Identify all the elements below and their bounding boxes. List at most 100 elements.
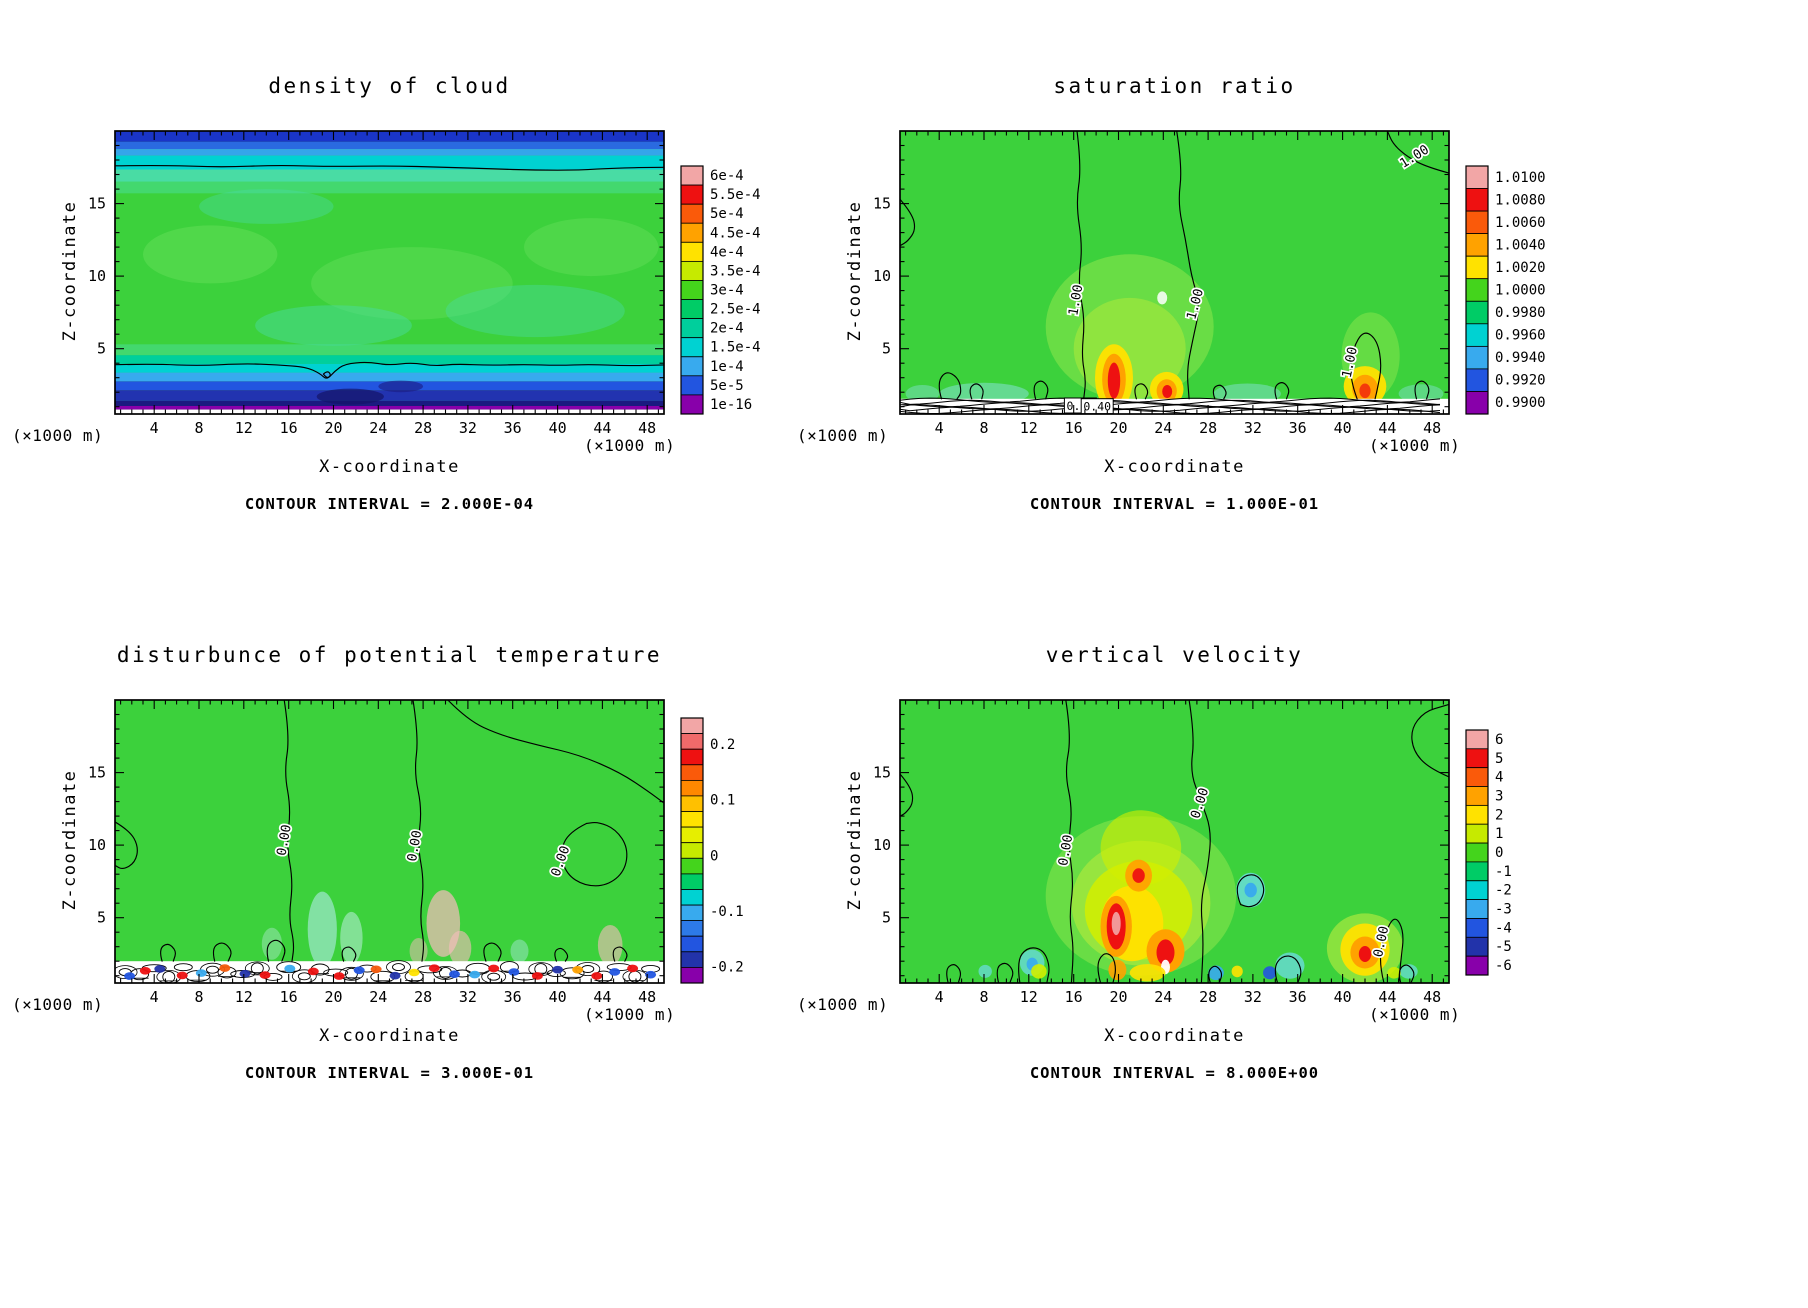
y-tick-label: 15 [873, 764, 891, 782]
x-tick-label: 16 [1065, 419, 1083, 437]
colorbar-label: 4 [1495, 770, 1503, 786]
y-tick-label: 10 [88, 267, 106, 285]
field-layer [900, 700, 1449, 983]
x-tick-label: 4 [935, 988, 944, 1006]
x-tick-label: 28 [1199, 419, 1217, 437]
colorbar-label: -6 [1495, 958, 1512, 974]
colorbar-label: 0 [710, 848, 718, 864]
plot-saturation-ratio: 1.00 1.001.001.000.800.404 8 12 16 20 24 28 32 36… [873, 130, 1546, 437]
panel-title: vertical velocity [1045, 643, 1304, 667]
plot-potential-temperature-disturbance: 0.00 0.00 0.004 8 12 16 20 24 28 32 36 40 44 48510150… [88, 699, 744, 1006]
panel-title: saturation ratio [1053, 74, 1296, 98]
colorbar-label: 2e-4 [710, 321, 744, 337]
colorbar-label: 5e-5 [710, 378, 744, 394]
y-tick-label: 15 [88, 195, 106, 213]
colorbar-label: 1 [1495, 826, 1503, 842]
x-tick-label: 28 [414, 419, 432, 437]
colorbar: 1.0100 1.0080 1.0060 1.0040 1.0020 1.0000 0.99… [1465, 165, 1546, 415]
contour-label: 0.00 [1056, 834, 1076, 867]
contour-interval-caption: CONTOUR INTERVAL = 1.000E-01 [1029, 495, 1320, 513]
x-tick-label: 16 [280, 988, 298, 1006]
x-tick-label: 32 [1244, 419, 1262, 437]
x-tick-label: 20 [1109, 419, 1127, 437]
x-tick-label: 40 [1334, 988, 1352, 1006]
colorbar-label: 1.0020 [1495, 260, 1546, 276]
colorbar-label: -0.2 [710, 960, 744, 976]
x-tick-label: 8 [979, 988, 988, 1006]
x-tick-label: 48 [638, 988, 656, 1006]
contour-label: 0.00 [405, 829, 425, 862]
field-layer [115, 131, 664, 414]
colorbar: 6e-4 5.5e-4 5e-4 4.5e-4 4e-4 3.5e-4 3e-4 2.5e-4… [680, 165, 761, 415]
x-axis-units: (×1000 m) [1369, 436, 1461, 455]
colorbar-label: 1.0000 [1495, 283, 1546, 299]
x-tick-label: 28 [1199, 988, 1217, 1006]
y-tick-label: 15 [873, 195, 891, 213]
x-tick-label: 36 [1289, 988, 1307, 1006]
colorbar-label: 1.0100 [1495, 170, 1546, 186]
x-tick-label: 40 [549, 419, 567, 437]
colorbar-label: -0.1 [710, 904, 744, 920]
contour-interval-caption: CONTOUR INTERVAL = 3.000E-01 [244, 1064, 535, 1082]
colorbar-label: 0.9920 [1495, 373, 1546, 389]
colorbar: 6 5 4 3 2 1 0 -1 -2 -3 -4 -5 -6 [1465, 729, 1512, 976]
colorbar-label: 0.1 [710, 793, 735, 809]
x-tick-label: 8 [979, 419, 988, 437]
colorbar-label: 2 [1495, 807, 1503, 823]
y-axis-units: (×1000 m) [12, 995, 104, 1014]
colorbar-label: 2.5e-4 [710, 302, 761, 318]
colorbar-label: 4.5e-4 [710, 225, 761, 241]
x-tick-label: 36 [1289, 419, 1307, 437]
contour-label: 1.00 [1066, 283, 1086, 316]
x-tick-label: 24 [1154, 419, 1172, 437]
colorbar-label: -2 [1495, 883, 1512, 899]
x-tick-label: 20 [1109, 988, 1127, 1006]
x-tick-label: 16 [1065, 988, 1083, 1006]
x-tick-label: 48 [1423, 988, 1441, 1006]
contour-interval-caption: CONTOUR INTERVAL = 2.000E-04 [244, 495, 535, 513]
x-tick-label: 48 [638, 419, 656, 437]
colorbar-label: -5 [1495, 939, 1512, 955]
x-tick-label: 36 [504, 988, 522, 1006]
panel-title: density of cloud [268, 74, 511, 98]
x-tick-label: 24 [1154, 988, 1172, 1006]
y-tick-label: 5 [882, 909, 891, 927]
y-tick-label: 5 [882, 340, 891, 358]
x-tick-label: 8 [194, 419, 203, 437]
field-layer [900, 131, 1449, 414]
x-tick-label: 12 [235, 419, 253, 437]
x-tick-label: 4 [150, 988, 159, 1006]
x-tick-label: 40 [549, 988, 567, 1006]
y-tick-label: 10 [873, 836, 891, 854]
colorbar-label: 3 [1495, 789, 1503, 805]
x-tick-label: 48 [1423, 419, 1441, 437]
x-tick-label: 12 [235, 988, 253, 1006]
x-tick-label: 44 [593, 988, 611, 1006]
x-tick-label: 32 [459, 988, 477, 1006]
plot-vertical-velocity: 0.000.000.004 8 12 16 20 24 28 32 36 40 44 48510156… [873, 699, 1512, 1006]
colorbar-label: -4 [1495, 920, 1512, 936]
y-tick-label: 10 [873, 267, 891, 285]
y-axis-units: (×1000 m) [12, 426, 104, 445]
colorbar-label: 5e-4 [710, 206, 744, 222]
colorbar-label: -3 [1495, 902, 1512, 918]
contour-label: 0.00 [275, 823, 295, 856]
x-axis-units: (×1000 m) [584, 1005, 676, 1024]
x-tick-label: 20 [324, 419, 342, 437]
x-tick-label: 16 [280, 419, 298, 437]
panel-title: disturbunce of potential temperature [116, 643, 663, 667]
x-tick-label: 32 [459, 419, 477, 437]
colorbar-label: 4e-4 [710, 244, 744, 260]
field-layer [115, 700, 664, 983]
x-tick-label: 44 [593, 419, 611, 437]
x-tick-label: 12 [1020, 419, 1038, 437]
x-tick-label: 28 [414, 988, 432, 1006]
y-tick-label: 10 [88, 836, 106, 854]
x-tick-label: 4 [935, 419, 944, 437]
